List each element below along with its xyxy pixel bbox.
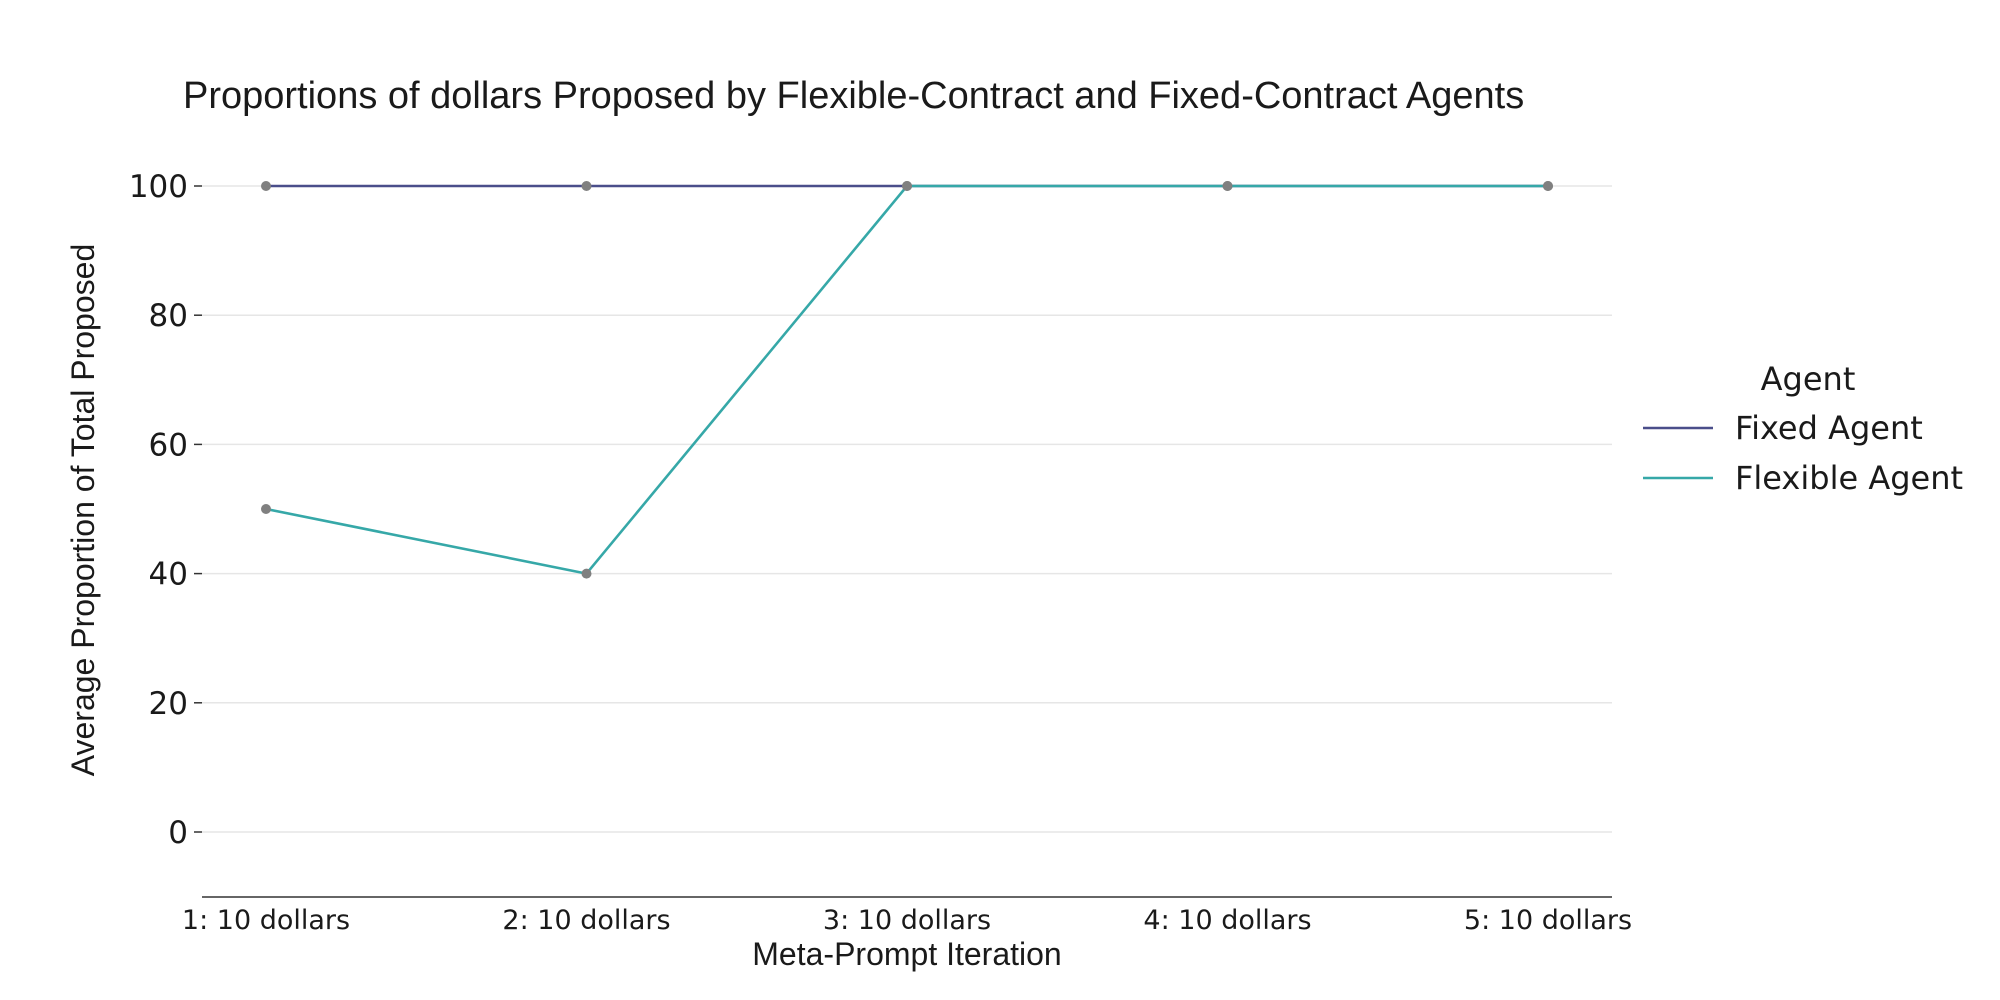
- x-axis: 1: 10 dollars 2: 10 dollars 3: 10 dollars 4…: [182, 905, 1632, 936]
- legend-label: Flexible Agent: [1735, 459, 1963, 497]
- y-axis-label: Average Proportion of Total Proposed: [65, 244, 101, 777]
- y-tick-label: 40: [149, 557, 188, 593]
- data-point: [261, 181, 271, 191]
- chart-title: Proportions of dollars Proposed by Flexi…: [183, 75, 1524, 117]
- x-tick-label: 4: 10 dollars: [1143, 905, 1311, 936]
- data-point: [1543, 181, 1553, 191]
- y-tick-label: 60: [149, 427, 188, 463]
- y-tick-label: 20: [149, 686, 188, 722]
- y-tick-label: 80: [149, 298, 188, 334]
- data-point: [1222, 181, 1233, 191]
- y-tick-label: 100: [129, 169, 188, 205]
- data-point: [261, 504, 271, 514]
- data-point: [581, 568, 592, 579]
- data-point: [581, 181, 592, 191]
- legend-title: Agent: [1761, 360, 1856, 398]
- x-tick-label: 2: 10 dollars: [502, 905, 670, 936]
- series-line-flexible-agent: [265, 184, 1548, 575]
- legend: Agent Fixed Agent Flexible Agent: [1643, 360, 1963, 497]
- gridlines: [202, 185, 1612, 833]
- data-point: [902, 181, 912, 191]
- x-tick-label: 5: 10 dollars: [1464, 905, 1632, 936]
- legend-label: Fixed Agent: [1735, 409, 1923, 447]
- y-tick-label: 0: [168, 815, 188, 851]
- x-tick-label: 3: 10 dollars: [823, 905, 991, 936]
- x-tick-label: 1: 10 dollars: [182, 905, 350, 936]
- y-axis: 0 20 40 60 80 100: [129, 169, 202, 851]
- series-lines: [265, 184, 1548, 575]
- data-points: [261, 181, 1553, 579]
- x-axis-label: Meta-Prompt Iteration: [752, 936, 1061, 972]
